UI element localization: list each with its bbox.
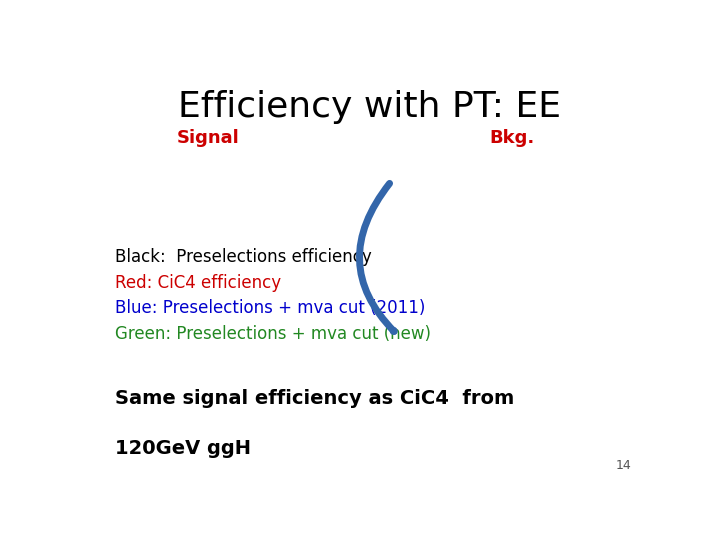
FancyArrowPatch shape [359, 184, 394, 332]
Text: Black:  Preselections efficiency: Black: Preselections efficiency [115, 248, 372, 266]
Text: Same signal efficiency as CiC4  from: Same signal efficiency as CiC4 from [115, 389, 514, 408]
Text: Blue: Preselections + mva cut (2011): Blue: Preselections + mva cut (2011) [115, 299, 426, 318]
Text: 120GeV ggH: 120GeV ggH [115, 439, 251, 458]
Text: 14: 14 [616, 460, 631, 472]
Text: Bkg.: Bkg. [489, 129, 534, 147]
Text: Signal: Signal [176, 129, 239, 147]
Text: Green: Preselections + mva cut (new): Green: Preselections + mva cut (new) [115, 325, 431, 343]
Text: Efficiency with PT: EE: Efficiency with PT: EE [178, 90, 560, 124]
Text: Red: CiC4 efficiency: Red: CiC4 efficiency [115, 274, 282, 292]
